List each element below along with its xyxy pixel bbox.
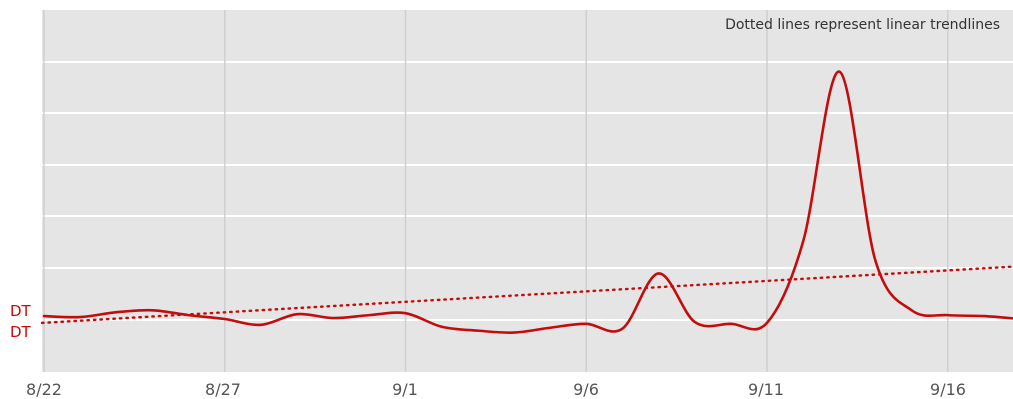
trendline [40,265,1013,325]
plot-background [42,10,1013,372]
trendline-note: Dotted lines represent linear trendlines [725,17,1000,33]
x-tick-label: 9/16 [930,380,966,399]
x-tick-label: 9/1 [392,380,418,399]
series-label-line: DT [10,302,31,320]
x-tick-label: 9/11 [748,380,784,399]
series-line [42,70,1013,334]
x-tick-label: 8/22 [26,380,62,399]
series-label-trendline: DT [10,323,31,341]
x-tick-label: 9/6 [573,380,599,399]
x-tick-label: 8/27 [205,380,241,399]
